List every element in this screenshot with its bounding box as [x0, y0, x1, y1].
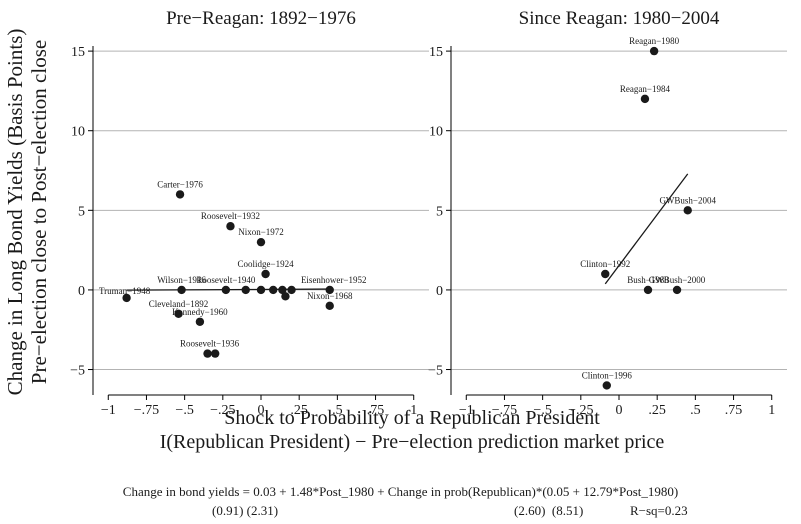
data-point	[256, 237, 266, 247]
data-point	[177, 285, 186, 295]
r-squared: R−sq=0.23	[630, 503, 688, 518]
point-label: Roosevelt−1940	[196, 275, 256, 285]
data-point	[325, 301, 334, 311]
y-tick-label: 0	[78, 284, 85, 299]
data-point	[278, 285, 287, 295]
y-tick-label: 10	[429, 125, 443, 140]
data-point	[122, 293, 131, 303]
x-axis-label-line2: I(Republican President) − Pre−election p…	[160, 431, 665, 453]
point-label: Wilson−1916	[157, 275, 206, 285]
chart-panel-1: −5 0 5 10 15 −1 −.75 −.5 −.25 0 .25 .5 .75 1 Pre−Reaga…	[70, 8, 429, 418]
y-axis-label-line2: Pre−election close to Post−election clos…	[27, 40, 51, 384]
x-tick-label: .5	[332, 403, 343, 418]
standard-errors-left: (0.91) (2.31)	[212, 503, 279, 518]
data-point	[281, 292, 290, 301]
x-tick-label: −.75	[492, 403, 517, 418]
x-axis-label-line1: Shock to Probability of a Republican Pre…	[224, 407, 600, 429]
y-tick-label: 10	[71, 125, 85, 140]
y-tick-label: 0	[436, 284, 443, 299]
data-point	[683, 206, 692, 215]
data-point	[203, 349, 212, 358]
data-point	[195, 317, 205, 326]
point-label: Eisenhower−1952	[301, 275, 367, 285]
point-label: GWBush−2000	[649, 275, 706, 285]
y-axis-label-line1: Change in Long Bond Yields (Basis Points…	[3, 29, 27, 396]
x-tick-label: −.25	[210, 403, 235, 418]
x-tick-label: 0	[258, 403, 265, 418]
x-tick-label: .75	[367, 403, 385, 418]
x-tick-label: −.5	[175, 403, 193, 418]
point-label: Reagan−1984	[620, 84, 671, 94]
point-label: Nixon−1968	[307, 291, 353, 301]
x-tick-label: −.25	[568, 403, 593, 418]
data-point	[174, 309, 183, 319]
data-point	[602, 381, 611, 390]
data-point	[221, 285, 231, 295]
data-point	[175, 190, 185, 199]
x-tick-label: −1	[101, 403, 116, 418]
data-point	[649, 46, 659, 56]
y-tick-label: −5	[428, 364, 443, 379]
x-tick-label: .25	[648, 403, 666, 418]
point-label: Cleveland−1892	[149, 299, 209, 309]
data-point	[256, 285, 266, 295]
point-label: Reagan−1980	[629, 36, 680, 46]
x-tick-label: .25	[290, 403, 308, 418]
data-point	[325, 285, 334, 295]
y-tick-label: 15	[71, 45, 85, 60]
y-tick-label: 15	[429, 45, 443, 60]
point-label: Roosevelt−1936	[180, 339, 240, 349]
point-label: Nixon−1972	[238, 227, 284, 237]
y-tick-label: 5	[78, 204, 85, 219]
point-label: Clinton−1996	[582, 370, 633, 380]
x-tick-label: 1	[410, 403, 417, 418]
point-label: GWBush−2004	[659, 195, 716, 205]
regression-equation: Change in bond yields = 0.03 + 1.48*Post…	[122, 484, 679, 499]
x-tick-label: .5	[690, 403, 701, 418]
panel-title: Pre−Reagan: 1892−1976	[166, 8, 356, 29]
panel-title: Since Reagan: 1980−2004	[519, 8, 720, 29]
data-point	[672, 285, 682, 295]
y-tick-label: 5	[436, 204, 443, 219]
regression-line	[604, 173, 689, 285]
data-point	[226, 222, 235, 231]
point-label: Carter−1976	[157, 179, 203, 189]
x-tick-label: 0	[616, 403, 623, 418]
x-tick-label: −.75	[134, 403, 159, 418]
x-tick-label: −1	[459, 403, 474, 418]
data-point	[640, 94, 650, 104]
data-point	[601, 269, 610, 279]
data-point	[287, 285, 296, 295]
x-tick-label: .75	[725, 403, 743, 418]
point-label: Bush−1988	[627, 275, 669, 285]
point-label: Roosevelt−1932	[201, 211, 260, 221]
x-tick-label: 1	[768, 403, 775, 418]
data-point	[241, 285, 250, 295]
data-point	[269, 285, 278, 295]
chart-panel-2: −5 0 5 10 15 −1 −.75 −.5 −.25 0 .25 .5 .75 1 Since Rea…	[428, 8, 787, 418]
data-point	[261, 269, 270, 279]
point-label: Clinton−1992	[580, 259, 630, 269]
data-point	[210, 349, 220, 358]
y-tick-label: −5	[70, 364, 85, 379]
x-tick-label: −.5	[533, 403, 551, 418]
point-label: Truman−1948	[99, 286, 151, 296]
point-label: Coolidge−1924	[238, 259, 295, 269]
data-point	[643, 285, 653, 295]
standard-errors-right: (2.60) (8.51)	[514, 503, 584, 518]
point-label: Kennedy−1960	[172, 307, 228, 317]
